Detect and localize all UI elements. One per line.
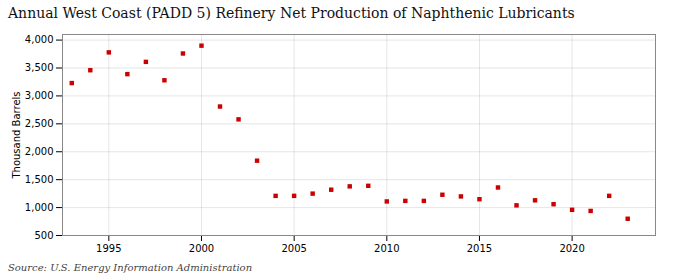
svg-text:2020: 2020 — [559, 243, 584, 254]
svg-text:2010: 2010 — [374, 243, 399, 254]
svg-text:1995: 1995 — [96, 243, 121, 254]
svg-text:3,000: 3,000 — [25, 90, 54, 101]
svg-text:3,500: 3,500 — [25, 62, 54, 73]
svg-text:2000: 2000 — [189, 243, 214, 254]
svg-text:1,500: 1,500 — [25, 174, 54, 185]
svg-text:2005: 2005 — [281, 243, 306, 254]
html-text:Annual West Coast (PADD 5) Ref: Annual West Coast (PADD 5) Refinery Net … — [8, 5, 575, 21]
svg-text:2,000: 2,000 — [25, 146, 54, 157]
svg-text:500: 500 — [34, 230, 53, 241]
svg-text:2015: 2015 — [467, 243, 492, 254]
svg-text:Thousand Barrels: Thousand Barrels — [11, 91, 22, 179]
svg-text:1,000: 1,000 — [25, 202, 54, 213]
svg-text:2,500: 2,500 — [25, 118, 54, 129]
svg-text:4,000: 4,000 — [25, 34, 54, 45]
html-text:Source: U.S. Energy Informatio: Source: U.S. Energy Information Administ… — [8, 262, 253, 273]
